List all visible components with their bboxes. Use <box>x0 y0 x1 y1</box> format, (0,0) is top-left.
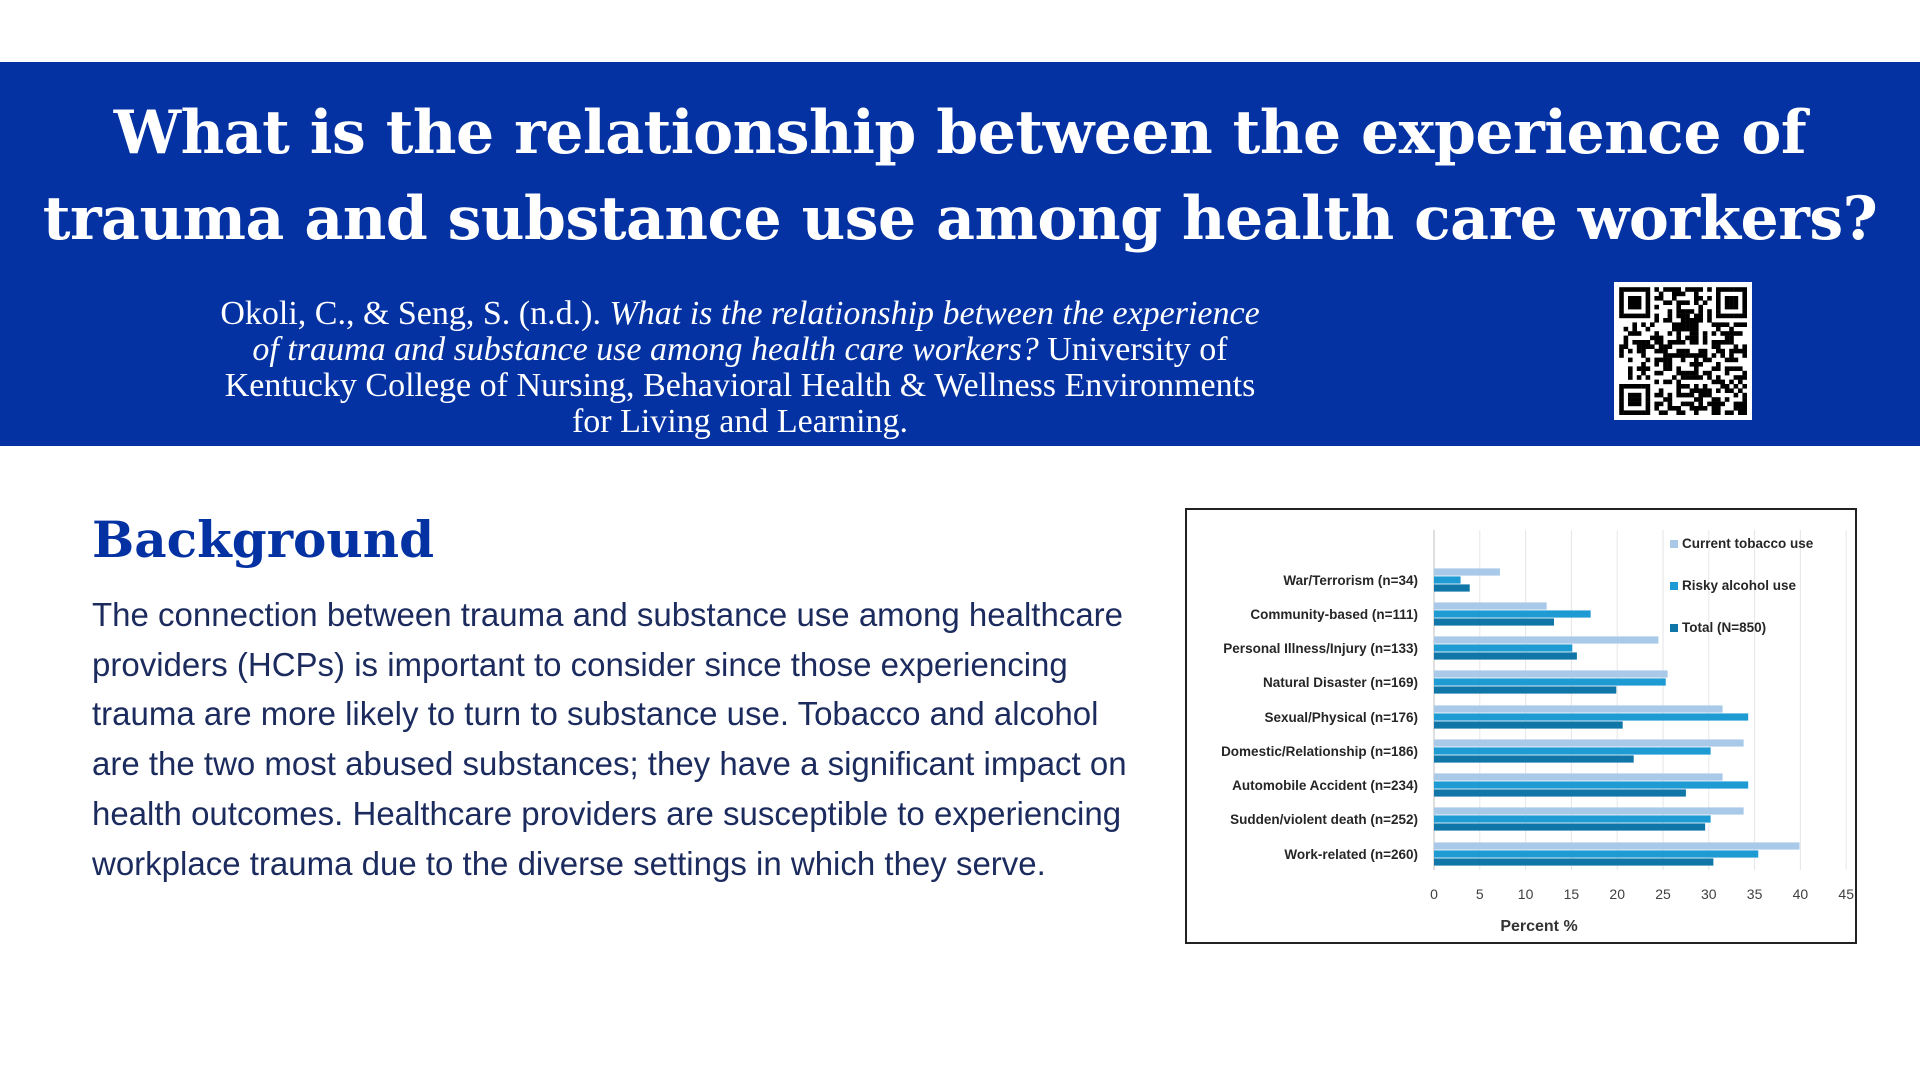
bar <box>1434 602 1547 610</box>
qr-code-icon[interactable] <box>1614 282 1752 420</box>
bar <box>1434 842 1800 850</box>
category-label: War/Terrorism (n=34) <box>1283 573 1418 588</box>
bar <box>1434 644 1573 652</box>
bar <box>1434 773 1723 781</box>
x-tick-label: 30 <box>1701 886 1717 902</box>
citation-authors: Okoli, C., & Seng, S. (n.d.). <box>220 295 610 332</box>
legend-swatch <box>1670 624 1678 632</box>
bar <box>1434 713 1749 721</box>
bar <box>1434 705 1723 713</box>
x-tick-label: 40 <box>1793 886 1809 902</box>
category-label: Sexual/Physical (n=176) <box>1265 710 1418 725</box>
x-tick-label: 25 <box>1655 886 1671 902</box>
bar <box>1434 584 1470 592</box>
bar <box>1434 789 1686 797</box>
citation-title: What is the relationship between the exp… <box>252 295 1260 368</box>
x-tick-label: 15 <box>1564 886 1580 902</box>
bar <box>1434 815 1711 823</box>
legend-swatch <box>1670 582 1678 590</box>
bar <box>1434 686 1617 694</box>
bar <box>1434 858 1714 866</box>
bar <box>1434 739 1744 747</box>
title-line-2: trauma and substance use among health ca… <box>42 184 1878 254</box>
bar <box>1434 678 1666 686</box>
category-label: Domestic/Relationship (n=186) <box>1221 744 1418 759</box>
page-title: What is the relationship between the exp… <box>0 90 1920 262</box>
x-tick-label: 20 <box>1609 886 1625 902</box>
legend-swatch <box>1670 540 1678 548</box>
legend-entry: Total (N=850) <box>1682 620 1766 635</box>
x-tick-label: 5 <box>1476 886 1484 902</box>
bar <box>1434 618 1554 626</box>
legend-entry: Current tobacco use <box>1682 536 1814 551</box>
bar <box>1434 747 1711 755</box>
bar <box>1434 781 1749 789</box>
x-tick-label: 10 <box>1518 886 1534 902</box>
x-tick-label: 0 <box>1430 886 1438 902</box>
bar <box>1434 755 1634 763</box>
category-label: Automobile Accident (n=234) <box>1232 778 1418 793</box>
trauma-substance-chart: 0 5 10 15 20 25 30 35 40 45 Percent % War/Terrorism… <box>1185 508 1857 944</box>
citation: Okoli, C., & Seng, S. (n.d.). What is th… <box>220 296 1260 440</box>
background-text: The connection between trauma and substa… <box>92 596 1127 882</box>
x-tick-label: 35 <box>1747 886 1763 902</box>
bar <box>1434 576 1461 584</box>
bar <box>1434 610 1591 618</box>
x-tick-label: 45 <box>1838 886 1854 902</box>
category-label: Natural Disaster (n=169) <box>1263 675 1418 690</box>
bar <box>1434 568 1500 576</box>
citation-source: University of Kentucky College of Nursin… <box>224 331 1256 440</box>
category-label: Sudden/violent death (n=252) <box>1230 812 1418 827</box>
bar <box>1434 670 1668 678</box>
legend-entry: Risky alcohol use <box>1682 578 1797 593</box>
bar <box>1434 652 1577 660</box>
background-heading: Background <box>92 510 435 569</box>
bar <box>1434 721 1623 729</box>
category-label: Work-related (n=260) <box>1284 847 1418 862</box>
bar <box>1434 636 1659 644</box>
header-banner <box>0 62 1920 446</box>
title-line-1: What is the relationship between the exp… <box>113 98 1807 168</box>
x-axis-label: Percent % <box>1500 918 1577 935</box>
category-label: Community-based (n=111) <box>1250 607 1418 622</box>
bar <box>1434 850 1759 858</box>
category-label: Personal Illness/Injury (n=133) <box>1223 641 1418 656</box>
bar <box>1434 823 1706 831</box>
bar <box>1434 807 1744 815</box>
